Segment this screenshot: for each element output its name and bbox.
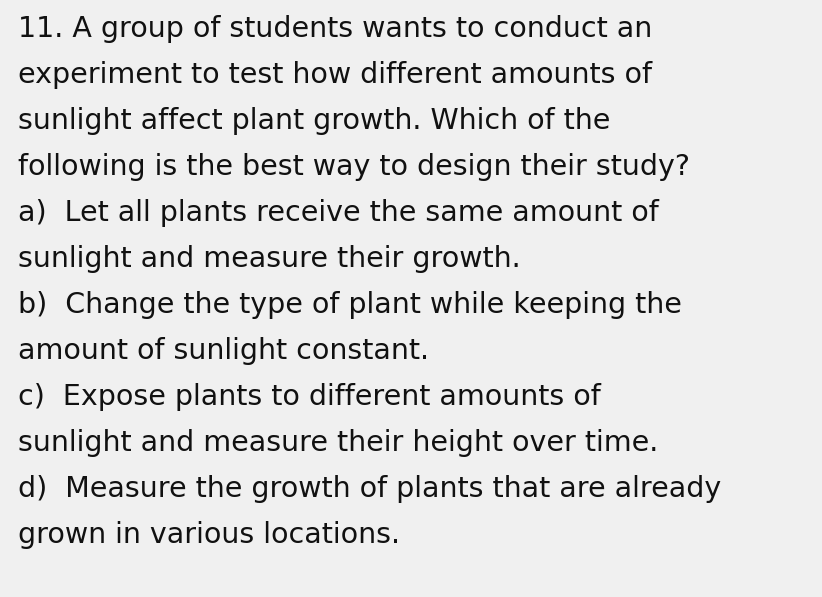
Text: 11. A group of students wants to conduct an: 11. A group of students wants to conduct… bbox=[18, 15, 653, 43]
Text: following is the best way to design their study?: following is the best way to design thei… bbox=[18, 153, 690, 181]
Text: grown in various locations.: grown in various locations. bbox=[18, 521, 400, 549]
Text: d)  Measure the growth of plants that are already: d) Measure the growth of plants that are… bbox=[18, 475, 722, 503]
Text: b)  Change the type of plant while keeping the: b) Change the type of plant while keepin… bbox=[18, 291, 682, 319]
Text: experiment to test how different amounts of: experiment to test how different amounts… bbox=[18, 61, 652, 89]
Text: sunlight and measure their height over time.: sunlight and measure their height over t… bbox=[18, 429, 658, 457]
Text: c)  Expose plants to different amounts of: c) Expose plants to different amounts of bbox=[18, 383, 601, 411]
Text: sunlight and measure their growth.: sunlight and measure their growth. bbox=[18, 245, 521, 273]
Text: sunlight affect plant growth. Which of the: sunlight affect plant growth. Which of t… bbox=[18, 107, 611, 135]
Text: amount of sunlight constant.: amount of sunlight constant. bbox=[18, 337, 429, 365]
Text: a)  Let all plants receive the same amount of: a) Let all plants receive the same amoun… bbox=[18, 199, 659, 227]
